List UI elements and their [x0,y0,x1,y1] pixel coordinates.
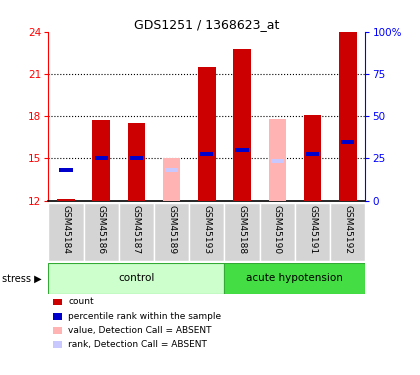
Text: count: count [68,297,94,306]
Bar [260,202,295,261]
Text: GSM45188: GSM45188 [238,205,247,254]
Bar [154,202,189,261]
Bar [236,148,249,152]
Bar [163,158,181,201]
Text: GSM45191: GSM45191 [308,205,317,254]
Text: value, Detection Call = ABSENT: value, Detection Call = ABSENT [68,326,212,335]
Bar [306,152,319,156]
Text: control: control [118,273,155,284]
Text: GSM45189: GSM45189 [167,205,176,254]
Title: GDS1251 / 1368623_at: GDS1251 / 1368623_at [134,18,280,31]
Text: acute hypotension: acute hypotension [247,273,344,284]
Bar [57,199,75,201]
Bar [128,123,145,201]
Bar [224,202,260,261]
Bar [295,202,330,261]
Text: stress ▶: stress ▶ [2,273,42,284]
Text: rank, Detection Call = ABSENT: rank, Detection Call = ABSENT [68,340,207,349]
Bar [94,156,108,160]
Text: GSM45184: GSM45184 [61,205,71,254]
Bar [198,67,215,201]
Bar [330,202,365,261]
Bar [200,152,213,156]
Bar [59,168,73,172]
Bar [48,202,84,261]
Text: GSM45187: GSM45187 [132,205,141,254]
Text: GSM45190: GSM45190 [273,205,282,254]
Text: GSM45186: GSM45186 [97,205,106,254]
Text: GSM45192: GSM45192 [343,205,352,254]
Bar [48,262,224,294]
Bar [92,120,110,201]
Bar [268,119,286,201]
Bar [339,32,357,201]
Bar [119,202,154,261]
Bar [233,49,251,201]
Bar [189,202,224,261]
Bar [304,115,321,201]
Bar [84,202,119,261]
Bar [165,168,178,172]
Bar [341,140,354,144]
Bar [130,156,143,160]
Bar [224,262,365,294]
Bar [271,159,284,163]
Text: GSM45193: GSM45193 [202,205,211,254]
Text: percentile rank within the sample: percentile rank within the sample [68,312,221,321]
